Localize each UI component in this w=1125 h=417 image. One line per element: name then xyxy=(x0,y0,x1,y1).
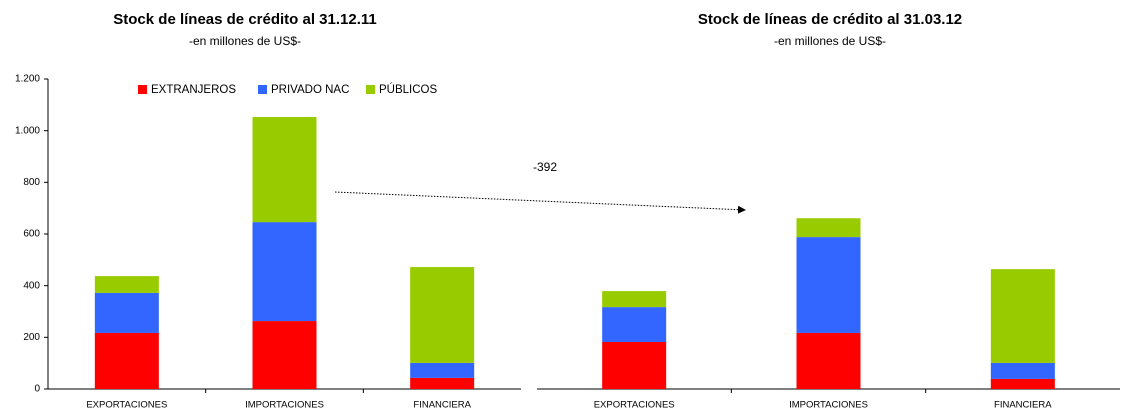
x-tick-label: FINANCIERA xyxy=(413,400,471,411)
legend-swatch xyxy=(258,85,267,94)
chart-subtitle: -en millones de US$- xyxy=(774,34,886,48)
bar-segment xyxy=(796,332,861,389)
bar-segment xyxy=(410,377,475,389)
bar-segment xyxy=(990,362,1055,379)
legend-swatch xyxy=(138,85,147,94)
bar-segment xyxy=(796,218,861,238)
y-tick-label: 400 xyxy=(23,280,40,291)
bar-segment xyxy=(410,267,475,363)
bar-segment xyxy=(410,362,475,378)
legend-swatch xyxy=(366,85,375,94)
bar-segment xyxy=(94,276,159,293)
bar-segment xyxy=(252,116,317,223)
chart-title: Stock de líneas de crédito al 31.03.12 xyxy=(698,11,962,28)
y-tick-label: 800 xyxy=(23,177,40,188)
annotation: -392 xyxy=(533,160,557,174)
bar-segment xyxy=(990,378,1055,389)
y-tick-label: 200 xyxy=(23,332,40,343)
legend-label: PÚBLICOS xyxy=(379,83,437,96)
x-tick-label: EXPORTACIONES xyxy=(594,400,675,411)
y-tick-label: 0 xyxy=(34,384,40,395)
arrow xyxy=(334,191,746,214)
chart-subtitle: -en millones de US$- xyxy=(189,34,301,48)
y-tick-label: 1.000 xyxy=(15,125,40,136)
y-tick-label: 1.200 xyxy=(15,74,40,85)
x-tick-label: IMPORTACIONES xyxy=(245,400,324,411)
bar-segment xyxy=(602,307,667,342)
bar-segment xyxy=(252,321,317,389)
bar-segment xyxy=(602,291,667,308)
chart-title: Stock de líneas de crédito al 31.12.11 xyxy=(113,11,376,28)
x-tick-label: EXPORTACIONES xyxy=(86,400,167,411)
legend-label: EXTRANJEROS xyxy=(151,84,236,96)
bar-segment xyxy=(796,237,861,333)
x-tick-label: FINANCIERA xyxy=(994,400,1052,411)
legend-label: PRIVADO NAC xyxy=(271,84,349,96)
bar-segment xyxy=(990,269,1055,363)
x-tick-label: IMPORTACIONES xyxy=(789,400,868,411)
bar-segment xyxy=(602,341,667,389)
y-tick-label: 600 xyxy=(23,229,40,240)
bar-segment xyxy=(252,222,317,322)
bar-segment xyxy=(94,292,159,333)
bar-segment xyxy=(94,332,159,389)
